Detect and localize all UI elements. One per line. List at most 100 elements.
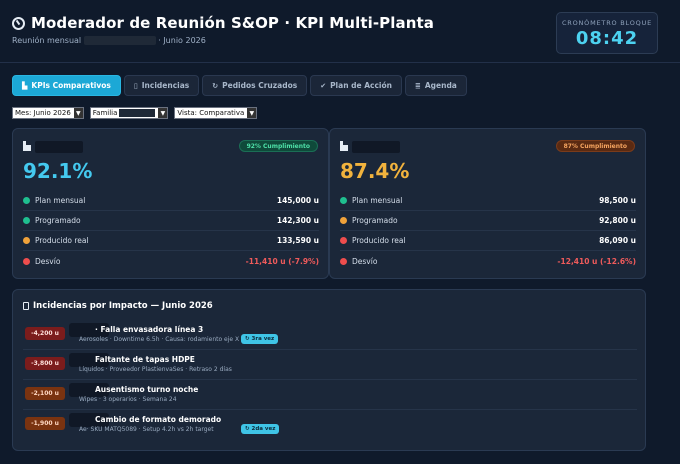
metric-row: Producido real 133,590 u xyxy=(23,231,319,251)
family-select-value: Familia xyxy=(92,109,118,117)
tab-agenda[interactable]: ≣ Agenda xyxy=(404,75,467,96)
incident-row[interactable]: -3,800 u Faltante de tapas HDPE Líquidos… xyxy=(23,350,637,380)
tab-kpis-comparativos[interactable]: ▙ KPIs Comparativos xyxy=(12,75,121,96)
metric-value: 86,090 u xyxy=(599,236,636,245)
chart-icon: ▙ xyxy=(22,81,28,90)
clipboard-icon xyxy=(23,302,29,310)
redacted-area xyxy=(69,413,109,427)
incident-name: Faltante de tapas HDPE xyxy=(95,355,195,364)
metric-label: Producido real xyxy=(35,236,89,245)
incident-meta: Aerosoles · Downtime 6.5h · Causa: rodam… xyxy=(79,336,240,343)
compliance-badge: 87% Cumplimiento xyxy=(555,140,635,152)
factory-icon xyxy=(23,141,31,151)
impact-pill: -2,100 u xyxy=(25,387,65,400)
impact-pill: -3,800 u xyxy=(25,357,65,370)
incident-row[interactable]: -4,200 u · Falla envasadora línea 3 Aero… xyxy=(23,320,637,350)
metric-label: Programado xyxy=(35,216,81,225)
page-header: Moderador de Reunión S&OP · KPI Multi-Pl… xyxy=(12,14,668,60)
redacted-area xyxy=(69,323,109,337)
list-icon: ≣ xyxy=(414,81,421,90)
incident-meta: Ae· SKU MATQ5089 · Setup 4.2h vs 2h targ… xyxy=(79,426,214,433)
chevron-down-icon: ▼ xyxy=(247,108,257,118)
incident-meta: Wipes · 3 operarios · Semana 24 xyxy=(79,396,177,403)
metric-value: 98,500 u xyxy=(599,196,636,205)
month-select-value: Mes: Junio 2026 xyxy=(15,109,71,117)
tab-label: Pedidos Cruzados xyxy=(222,81,298,90)
incident-row[interactable]: -1,900 u Cambio de formato demorado Ae· … xyxy=(23,410,637,440)
metric-value: 142,300 u xyxy=(276,216,319,225)
redacted-plant-name xyxy=(352,141,400,153)
metric-row: Programado 92,800 u xyxy=(340,211,636,231)
timer-label: CRONÓMETRO BLOQUE xyxy=(561,19,653,27)
metric-row: Plan mensual 145,000 u xyxy=(23,191,319,211)
tab-bar: ▙ KPIs Comparativos ▯ Incidencias ↻ Pedi… xyxy=(12,75,467,96)
compliance-percent: 87.4% xyxy=(340,159,410,183)
metric-label: Desvío xyxy=(35,256,61,266)
incident-name: Cambio de formato demorado xyxy=(95,415,222,424)
tab-label: Incidencias xyxy=(141,81,190,90)
tab-label: Plan de Acción xyxy=(330,81,392,90)
metric-list: Plan mensual 98,500 u Programado 92,800 … xyxy=(340,191,636,271)
redacted-area xyxy=(119,109,156,117)
redacted-area xyxy=(83,36,156,45)
status-dot xyxy=(23,217,30,224)
compliance-badge: 92% Cumplimiento xyxy=(238,140,318,152)
chevron-down-icon: ▼ xyxy=(158,108,168,118)
plant-card-b: 87% Cumplimiento 87.4% Plan mensual 98,5… xyxy=(329,128,646,279)
repeat-badge: ↻ 2da vez xyxy=(241,424,280,434)
block-timer: CRONÓMETRO BLOQUE 08:42 xyxy=(556,12,658,54)
incidents-title: Incidencias por Impacto — Junio 2026 xyxy=(23,301,213,311)
status-dot xyxy=(340,237,347,244)
timer-value: 08:42 xyxy=(575,28,639,49)
subtitle-suffix: · Junio 2026 xyxy=(158,36,206,45)
metric-label: Plan mensual xyxy=(352,196,403,205)
incident-list: -4,200 u · Falla envasadora línea 3 Aero… xyxy=(23,320,637,440)
metric-row: Plan mensual 98,500 u xyxy=(340,191,636,211)
month-select[interactable]: Mes: Junio 2026 ▼ xyxy=(12,107,84,119)
redacted-plant-name xyxy=(35,141,83,153)
status-dot xyxy=(23,257,30,265)
plant-card-a: 92% Cumplimiento 92.1% Plan mensual 145,… xyxy=(12,128,329,279)
status-dot xyxy=(340,197,347,204)
incident-meta: Líquidos · Proveedor PlastienvaSes · Ret… xyxy=(79,366,232,373)
tab-label: Agenda xyxy=(424,81,457,90)
view-select[interactable]: Vista: Comparativa ▼ xyxy=(174,107,258,119)
incident-name: · Falla envasadora línea 3 xyxy=(95,325,204,334)
repeat-badge: ↻ 3ra vez xyxy=(241,334,279,344)
status-dot xyxy=(23,197,30,204)
meeting-icon xyxy=(12,16,25,30)
incident-row[interactable]: -2,100 u Ausentismo turno noche Wipes · … xyxy=(23,380,637,410)
metric-value: -11,410 u (-7.9%) xyxy=(245,256,319,266)
subtitle-prefix: Reunión mensual xyxy=(12,36,82,45)
metric-value: -12,410 u (-12.6%) xyxy=(557,256,636,266)
refresh-icon: ↻ xyxy=(212,81,219,90)
impact-pill: -1,900 u xyxy=(25,417,65,430)
filter-bar: Mes: Junio 2026 ▼ Familia ▼ Vista: Compa… xyxy=(12,107,258,119)
metric-value: 145,000 u xyxy=(276,196,319,205)
metric-value: 133,590 u xyxy=(276,236,319,245)
redacted-area xyxy=(69,353,109,367)
metric-label: Producido real xyxy=(352,236,406,245)
incident-name: Ausentismo turno noche xyxy=(95,385,199,394)
tab-pedidos-cruzados[interactable]: ↻ Pedidos Cruzados xyxy=(202,75,308,96)
incidents-title-text: Incidencias por Impacto — Junio 2026 xyxy=(33,301,213,311)
family-select[interactable]: Familia ▼ xyxy=(89,107,169,119)
page-title: Moderador de Reunión S&OP · KPI Multi-Pl… xyxy=(31,14,434,32)
impact-pill: -4,200 u xyxy=(25,327,65,340)
metric-label: Desvío xyxy=(352,256,378,266)
tab-plan-de-accion[interactable]: ✔ Plan de Acción xyxy=(310,75,402,96)
metric-label: Plan mensual xyxy=(35,196,86,205)
factory-icon xyxy=(340,141,348,151)
compliance-percent: 92.1% xyxy=(23,159,93,183)
metric-row: Desvío -11,410 u (-7.9%) xyxy=(23,251,319,271)
metric-row: Producido real 86,090 u xyxy=(340,231,636,251)
status-dot xyxy=(340,217,347,224)
incidents-panel: Incidencias por Impacto — Junio 2026 -4,… xyxy=(12,289,646,451)
tab-label: KPIs Comparativos xyxy=(31,81,111,90)
status-dot xyxy=(340,257,347,265)
metric-label: Programado xyxy=(352,216,398,225)
page-subtitle: Reunión mensual · Junio 2026 xyxy=(12,36,668,45)
view-select-value: Vista: Comparativa xyxy=(177,109,245,117)
chevron-down-icon: ▼ xyxy=(73,108,83,118)
tab-incidencias[interactable]: ▯ Incidencias xyxy=(123,75,200,96)
